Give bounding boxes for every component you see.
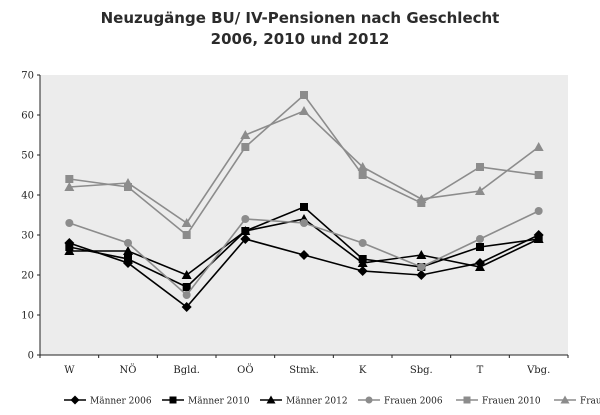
x-tick-label: Sbg. [410,365,433,376]
data-point [240,130,251,139]
legend-item: Männer 2010 [162,396,250,407]
data-point [534,207,543,215]
data-point [240,234,251,244]
legend-label: Frauen 2010 [482,397,541,407]
legend-marker [169,396,177,404]
x-tick-label: Bgld. [173,365,200,376]
y-tick-label: 40 [21,191,34,202]
data-point [124,239,132,247]
y-tick-label: 10 [21,311,34,322]
data-point [241,143,250,151]
data-point [476,235,484,243]
data-point [299,106,309,115]
series-frauen-2012 [64,106,544,227]
legend-marker [463,396,471,404]
data-point [64,182,75,191]
data-point [241,215,250,223]
y-tick-label: 50 [21,151,34,162]
data-point [299,250,309,260]
legend-label: Männer 2012 [286,397,348,407]
legend-marker [365,396,373,404]
data-point [357,162,368,171]
data-point [416,194,427,203]
data-point [357,258,368,267]
data-point [65,219,74,227]
x-tick-label: K [359,365,367,376]
data-point [476,163,484,171]
data-point [475,262,485,271]
data-point [300,203,308,211]
data-point [181,218,192,227]
data-point [64,246,75,255]
legend-item: Frauen 2012 [554,395,600,407]
x-tick-label: Stmk. [289,365,319,376]
x-tick-label: W [64,365,75,376]
data-point [300,219,308,227]
legend-item: Frauen 2010 [456,396,541,407]
legend-marker [560,395,570,404]
data-point [358,239,367,247]
data-point [123,246,133,255]
data-point [181,270,192,279]
legend-label: Frauen 2006 [384,397,443,407]
legend-marker [266,395,276,404]
data-point [416,270,427,280]
chart-subtitle: 2006, 2010 und 2012 [210,30,390,48]
data-point [300,91,308,99]
data-point [124,255,132,263]
legend-item: Männer 2012 [260,395,348,407]
title-block: Neuzugänge BU/ IV-Pensionen nach Geschle… [0,8,600,50]
y-tick-label: 20 [21,271,34,282]
data-point [123,178,133,187]
y-tick-label: 0 [28,351,34,362]
legend-marker [70,395,80,405]
legend-label: Männer 2006 [90,397,152,407]
legend-label: Männer 2010 [188,397,250,407]
y-tick-label: 60 [21,111,34,122]
data-point [533,142,544,151]
legend-label: Frauen 2012 [580,397,600,407]
data-point [475,186,485,195]
data-point [358,171,367,179]
x-tick-label: Vbg. [526,365,550,376]
y-tick-label: 30 [21,231,34,242]
x-tick-label: OÖ [237,364,253,376]
data-point [182,291,191,299]
data-point [182,231,191,239]
series-frauen-2006 [65,207,543,299]
data-point [476,243,484,251]
data-point [533,234,544,243]
data-point [240,226,251,235]
data-point [534,171,543,179]
data-point [417,263,426,271]
data-point [357,266,368,276]
data-point [182,283,191,291]
data-point [416,250,427,259]
legend-item: Frauen 2006 [358,396,443,407]
legend-item: Männer 2006 [64,395,152,407]
x-tick-label: T [477,365,484,376]
data-point [181,302,192,312]
data-point [65,175,74,183]
chart-title: Neuzugänge BU/ IV-Pensionen nach Geschle… [100,9,500,27]
y-tick-label: 70 [21,71,34,82]
x-tick-label: NÖ [120,364,137,376]
